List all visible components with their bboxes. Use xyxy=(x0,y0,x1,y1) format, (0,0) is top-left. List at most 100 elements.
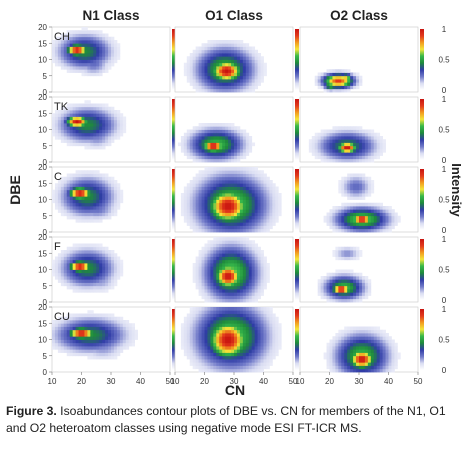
intensity-cell xyxy=(90,326,94,331)
intensity-cell xyxy=(192,310,197,314)
intensity-cell xyxy=(225,196,229,200)
intensity-cell xyxy=(99,119,103,124)
intensity-cell xyxy=(278,199,282,204)
intensity-cell xyxy=(84,103,88,108)
intensity-cell xyxy=(388,206,392,210)
intensity-cell xyxy=(84,199,88,204)
intensity-cell xyxy=(99,352,103,357)
intensity-cell xyxy=(388,222,392,226)
intensity-cell xyxy=(239,142,244,147)
intensity-cell xyxy=(382,139,386,143)
intensity-cell xyxy=(113,266,118,270)
intensity-cell xyxy=(72,253,76,257)
intensity-cell xyxy=(192,276,197,280)
intensity-cell xyxy=(113,43,118,47)
intensity-cell xyxy=(66,176,71,181)
intensity-cell xyxy=(125,346,130,350)
intensity-cell xyxy=(213,362,217,366)
intensity-cell xyxy=(90,66,94,70)
intensity-cell xyxy=(207,152,211,156)
intensity-cell xyxy=(239,228,244,233)
intensity-cell xyxy=(222,72,226,77)
intensity-cell xyxy=(219,355,223,360)
intensity-cell xyxy=(122,119,127,124)
intensity-cell xyxy=(216,336,220,340)
intensity-cell xyxy=(347,212,351,217)
intensity-cell xyxy=(93,53,97,57)
intensity-cell xyxy=(234,323,238,327)
intensity-cell xyxy=(210,289,214,293)
intensity-cell xyxy=(60,202,65,207)
intensity-cell xyxy=(84,59,88,64)
intensity-cell xyxy=(248,186,253,191)
intensity-cell xyxy=(75,243,79,248)
intensity-cell xyxy=(57,320,62,324)
intensity-cell xyxy=(78,170,82,174)
intensity-cell xyxy=(69,209,74,213)
intensity-cell xyxy=(72,176,76,181)
intensity-cell xyxy=(370,352,375,357)
intensity-cell xyxy=(66,123,71,127)
intensity-cell xyxy=(207,329,211,334)
intensity-cell xyxy=(338,79,342,83)
intensity-cell xyxy=(353,82,357,86)
intensity-cell xyxy=(329,158,333,163)
intensity-cell xyxy=(57,279,62,283)
intensity-cell xyxy=(219,180,223,184)
intensity-cell xyxy=(96,279,100,283)
intensity-cell xyxy=(228,183,232,187)
intensity-cell xyxy=(254,176,258,181)
intensity-cell xyxy=(60,113,65,117)
intensity-cell xyxy=(335,276,339,280)
intensity-cell xyxy=(195,85,199,90)
intensity-cell xyxy=(245,342,250,347)
intensity-cell xyxy=(213,310,217,314)
intensity-cell xyxy=(245,176,250,181)
intensity-cell xyxy=(251,183,256,187)
intensity-cell xyxy=(338,180,342,184)
intensity-cell xyxy=(317,282,322,287)
intensity-cell xyxy=(228,313,232,318)
intensity-cell xyxy=(113,259,118,264)
intensity-cell xyxy=(75,329,79,334)
intensity-cell xyxy=(192,263,197,267)
intensity-cell xyxy=(213,326,217,331)
intensity-cell xyxy=(254,186,258,191)
intensity-cell xyxy=(207,173,211,178)
intensity-cell xyxy=(207,75,211,80)
intensity-cell xyxy=(84,282,88,287)
intensity-cell xyxy=(207,240,211,244)
intensity-cell xyxy=(254,72,258,77)
intensity-cell xyxy=(210,202,214,207)
intensity-cell xyxy=(201,176,205,181)
intensity-cell xyxy=(236,279,241,283)
intensity-cell xyxy=(245,269,250,274)
intensity-cell xyxy=(370,359,375,363)
intensity-cell xyxy=(332,215,336,220)
intensity-cell xyxy=(347,298,351,303)
intensity-cell xyxy=(219,362,223,366)
intensity-cell xyxy=(391,219,395,223)
intensity-cell xyxy=(210,339,214,344)
intensity-cell xyxy=(251,225,256,230)
intensity-cell xyxy=(63,193,68,197)
intensity-cell xyxy=(335,333,339,337)
intensity-cell xyxy=(236,323,241,327)
intensity-cell xyxy=(189,132,194,137)
intensity-cell xyxy=(93,106,97,111)
intensity-cell xyxy=(242,316,247,321)
intensity-cell xyxy=(96,40,100,44)
intensity-cell xyxy=(242,269,247,274)
intensity-cell xyxy=(213,136,217,140)
intensity-cell xyxy=(350,289,354,293)
intensity-cell xyxy=(251,326,256,331)
intensity-cell xyxy=(367,326,372,331)
intensity-cell xyxy=(269,209,273,213)
intensity-cell xyxy=(248,243,253,248)
intensity-cell xyxy=(198,250,202,254)
intensity-cell xyxy=(222,316,226,321)
intensity-cell xyxy=(361,225,366,230)
intensity-cell xyxy=(195,139,199,143)
intensity-cell xyxy=(245,368,250,373)
intensity-cell xyxy=(275,316,279,321)
